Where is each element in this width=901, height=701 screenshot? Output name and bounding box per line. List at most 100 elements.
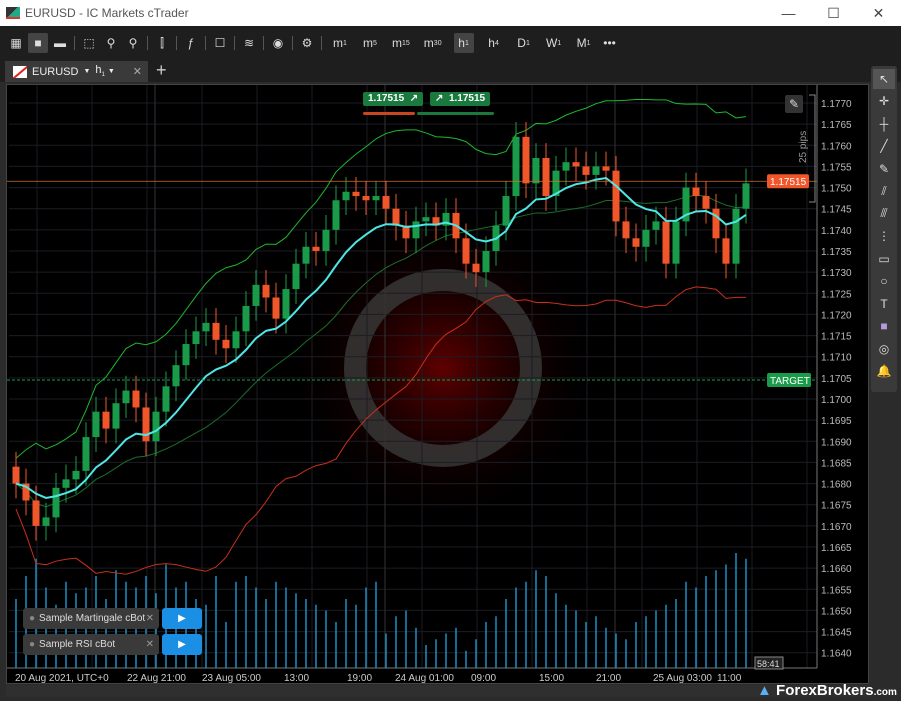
zoom-out-icon[interactable]: ⚲: [106, 36, 116, 50]
close-button[interactable]: ✕: [872, 5, 885, 21]
split-layout-icon[interactable]: ▬: [54, 36, 66, 50]
pen-icon[interactable]: ✎: [878, 161, 890, 176]
candle-body: [482, 251, 490, 273]
candle-body: [432, 217, 440, 226]
fibonacci-icon[interactable]: ⋮: [878, 229, 890, 244]
new-chart-icon[interactable]: ⬚: [83, 36, 95, 50]
bell-icon[interactable]: 🔔: [876, 364, 892, 379]
camera-icon[interactable]: ◎: [878, 341, 890, 356]
price-axis-label: 1.1640: [821, 649, 852, 660]
line-icon[interactable]: ╱: [880, 139, 888, 154]
bot-play-button[interactable]: ▶: [162, 634, 202, 655]
price-axis-label: 1.1730: [821, 268, 852, 279]
forexbrokers-watermark: ▲ ForexBrokers.com: [757, 682, 897, 699]
price-axis-label: 1.1695: [821, 416, 852, 427]
time-axis-label: 23 Aug 05:00: [202, 673, 261, 684]
candle-body: [592, 166, 600, 175]
timeframe-m30[interactable]: m 30: [423, 36, 442, 50]
bot-play-button[interactable]: ▶: [162, 608, 202, 629]
chart-edit-icon[interactable]: ✎: [785, 95, 803, 113]
bot-icon[interactable]: ☐: [214, 36, 226, 50]
time-axis-label: 22 Aug 21:00: [127, 673, 186, 684]
candle-countdown: 58:41: [757, 659, 780, 669]
price-axis-label: 1.1700: [821, 395, 852, 406]
maximize-button[interactable]: ☐: [827, 5, 840, 21]
title-bar: EURUSD - IC Markets cTrader — ☐ ✕: [0, 0, 901, 26]
candle-body: [142, 407, 150, 442]
rectangle-icon[interactable]: ▭: [878, 251, 890, 266]
candle-body: [632, 238, 640, 247]
more-button[interactable]: •••: [603, 36, 616, 50]
window-title: EURUSD - IC Markets cTrader: [25, 6, 189, 20]
price-axis-label: 1.1675: [821, 501, 852, 512]
sell-button[interactable]: 1.17515 ↗: [363, 92, 424, 106]
candle-body: [52, 487, 60, 518]
crosshair-box-icon[interactable]: ┼: [879, 116, 889, 131]
candle-body: [562, 162, 570, 171]
tab-close-button[interactable]: ✕: [132, 66, 142, 78]
fibonacci-fan-icon[interactable]: ⫽: [881, 183, 887, 198]
tab-timeframe[interactable]: h1 ▼: [95, 64, 115, 79]
current-price-tag: [767, 174, 809, 189]
candle-body: [332, 200, 340, 230]
minimize-button[interactable]: —: [781, 5, 796, 21]
ctrader-logo-watermark: [344, 269, 542, 467]
text-icon[interactable]: T: [880, 296, 888, 311]
upper-bollinger-band: [15, 98, 747, 459]
price-chart[interactable]: 1.1770 1.1765 1.1760 1.1755 1.1750 1.1745 1.17…: [7, 85, 870, 685]
target-tag: [767, 372, 811, 387]
candle-body: [602, 166, 610, 171]
timeframe-m15[interactable]: m 15: [392, 36, 410, 50]
candlestick-icon[interactable]: ⫿: [160, 35, 164, 50]
bot-remove-button[interactable]: ✕: [145, 639, 154, 650]
bot-remove-button[interactable]: ✕: [145, 613, 154, 624]
candle-body: [692, 187, 700, 197]
candle-body: [372, 196, 380, 201]
chart-settings-icon[interactable]: ⚙: [301, 36, 313, 50]
candle-body: [102, 411, 110, 429]
symbol-dropdown-icon[interactable]: ▼: [83, 68, 91, 75]
tab-symbol: EURUSD: [32, 65, 79, 78]
candle-body: [622, 221, 630, 239]
bot-martingale[interactable]: ● Sample Martingale cBot ✕: [23, 608, 159, 629]
bot-rsi[interactable]: ● Sample RSI cBot ✕: [23, 634, 159, 655]
zoom-in-icon[interactable]: ⚲: [128, 36, 138, 50]
chart-tab-eurusd[interactable]: EURUSD ▼ h1 ▼ ✕: [5, 61, 148, 82]
price-axis-label: 1.1660: [821, 564, 852, 575]
price-axis-label: 1.1735: [821, 247, 852, 258]
crosshair-icon[interactable]: ✛: [878, 94, 890, 109]
current-price-label: 1.17515: [770, 177, 807, 188]
single-layout-icon[interactable]: ■: [28, 33, 48, 53]
chart-area[interactable]: 1.1770 1.1765 1.1760 1.1755 1.1750 1.1745 1.17…: [6, 84, 869, 684]
time-axis-label: 24 Aug 01:00: [395, 673, 454, 684]
eye-icon[interactable]: ◉: [272, 36, 284, 50]
price-axis-label: 1.1745: [821, 205, 852, 216]
price-axis-label: 1.1755: [821, 162, 852, 173]
candle-body: [642, 229, 650, 247]
cursor-icon[interactable]: ↖: [873, 69, 895, 89]
circle-icon[interactable]: ○: [880, 274, 888, 289]
candle-body: [522, 136, 530, 184]
horizontal-scrollbar[interactable]: [6, 685, 869, 697]
pitchfork-icon[interactable]: ⫻: [880, 206, 888, 221]
layers-icon[interactable]: ≋: [243, 36, 255, 50]
price-axis-label: 1.1670: [821, 522, 852, 533]
color-swatch-icon[interactable]: ■: [880, 319, 888, 334]
candle-body: [392, 208, 400, 226]
toolbar-separator: [74, 36, 75, 50]
price-axis-label: 1.1750: [821, 184, 852, 195]
indicator-icon[interactable]: ƒ: [187, 36, 195, 50]
candle-body: [232, 331, 240, 349]
candle-body: [652, 221, 660, 230]
buy-button[interactable]: ↗ 1.17515: [430, 92, 491, 106]
grid-layout-icon[interactable]: ▦: [10, 36, 22, 50]
add-tab-button[interactable]: +: [156, 60, 167, 80]
candle-body: [132, 390, 140, 408]
